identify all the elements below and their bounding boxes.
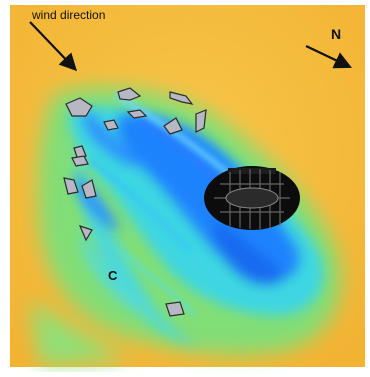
- small-building: [169, 91, 194, 105]
- small-building: [165, 301, 185, 317]
- small-building: [103, 119, 119, 131]
- wind-direction-label: wind direction: [32, 8, 106, 22]
- small-building: [65, 97, 93, 117]
- small-building: [126, 109, 148, 119]
- large-building: [204, 166, 300, 230]
- small-building: [81, 179, 97, 199]
- wind-direction-arrow-icon: [29, 21, 78, 72]
- north-arrow-icon: [305, 45, 352, 69]
- small-building: [117, 87, 142, 101]
- small-building: [71, 155, 89, 167]
- small-building: [163, 117, 183, 135]
- small-building: [78, 225, 93, 242]
- north-label: N: [331, 26, 342, 42]
- region-c-label: C: [108, 268, 118, 283]
- small-building: [195, 109, 207, 133]
- small-building: [63, 177, 79, 195]
- small-buildings: [63, 87, 207, 317]
